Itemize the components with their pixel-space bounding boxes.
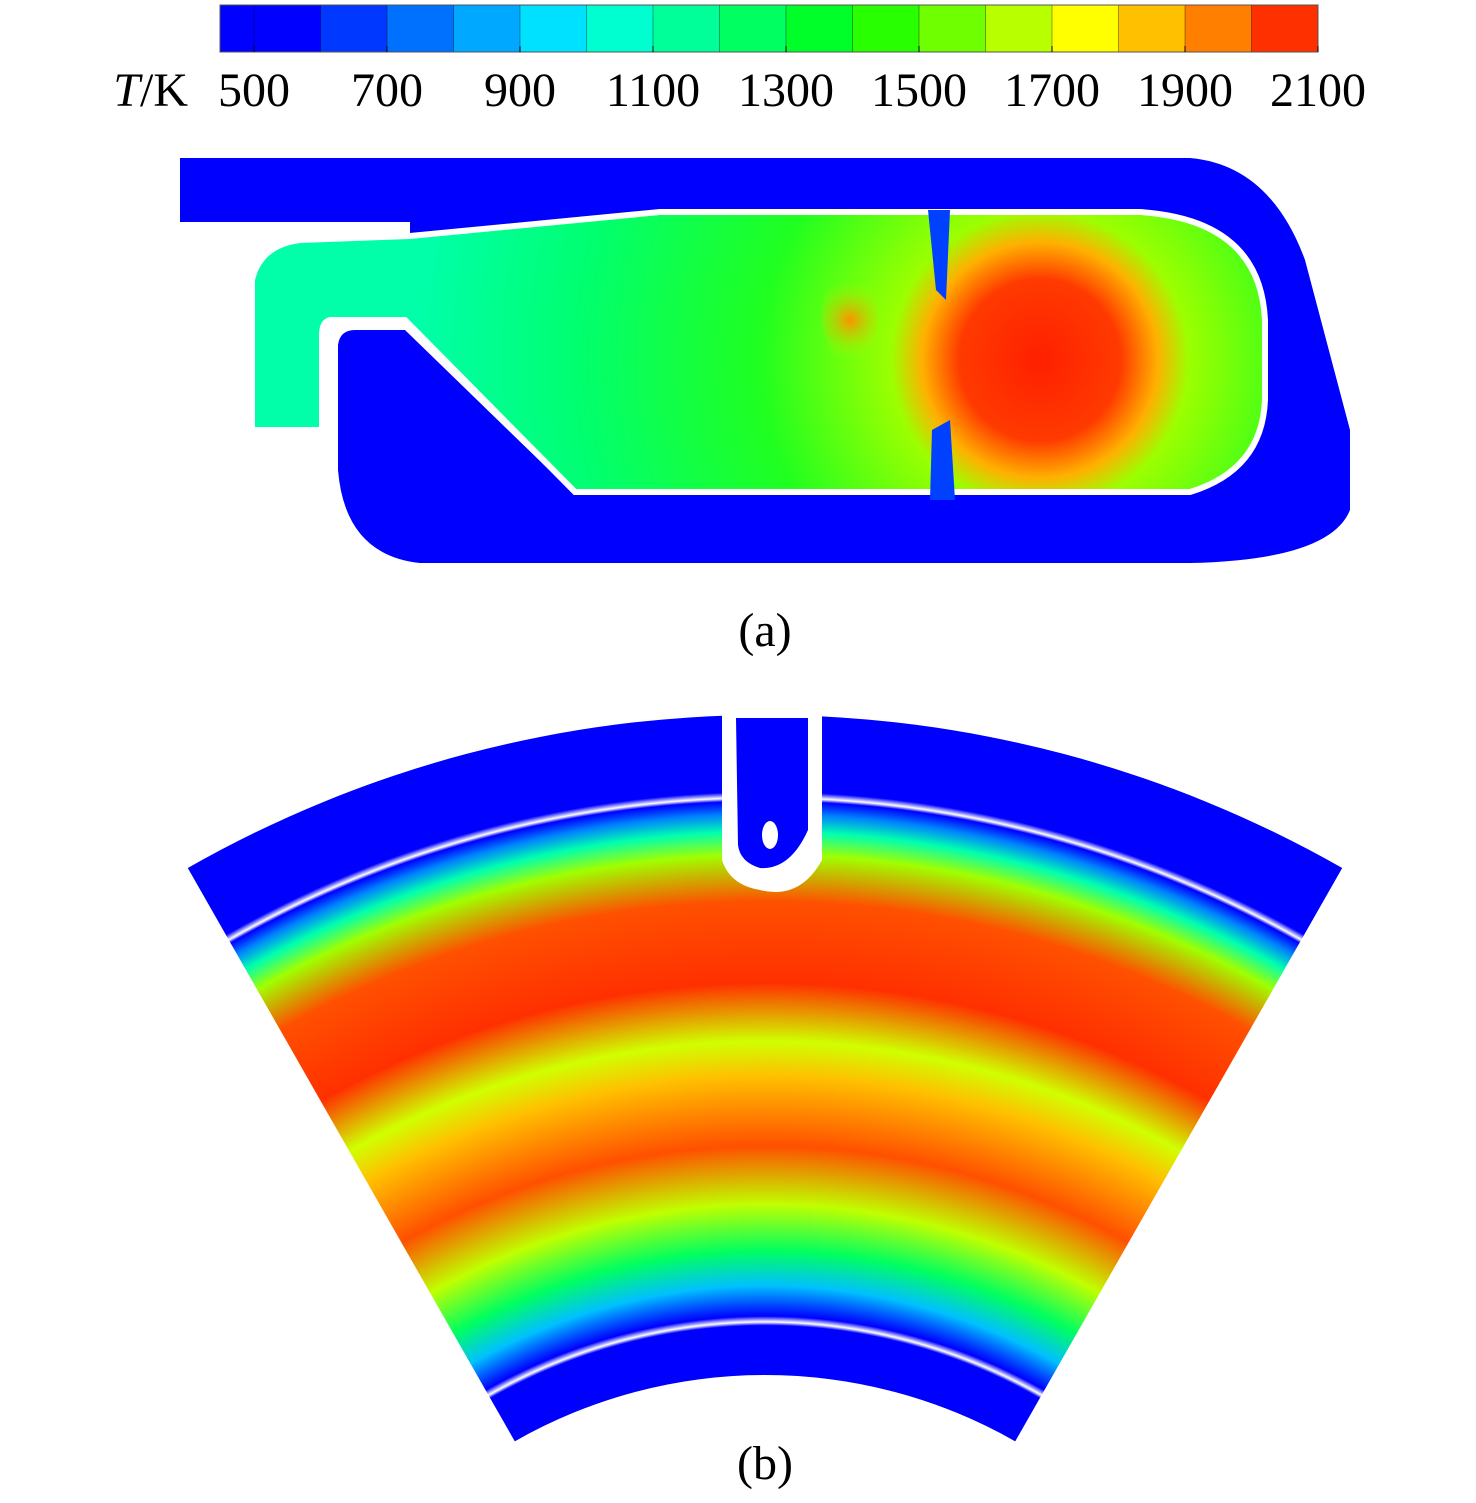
colorbar-tick-label: 1100 [606, 64, 700, 117]
label-unit: /K [140, 64, 188, 117]
colorbar-band [586, 5, 654, 52]
colorbar-tick-label: 1500 [871, 64, 967, 117]
colorbar-band [1118, 5, 1186, 52]
colorbar-band [220, 5, 254, 52]
colorbar-band [1251, 5, 1319, 52]
colorbar-tick-label: 500 [218, 64, 290, 117]
injector [736, 718, 808, 869]
colorbar-tick-label: 700 [351, 64, 423, 117]
colorbar-band [653, 5, 720, 52]
colorbar-band [1185, 5, 1252, 52]
colorbar-band [786, 5, 853, 52]
hot-spot [822, 265, 878, 365]
colorbar-frame [219, 4, 1319, 53]
colorbar-tick-label: 1900 [1137, 64, 1233, 117]
colorbar-band [719, 5, 787, 52]
panel-label: (a) [738, 604, 791, 657]
panel-label: (b) [737, 1437, 793, 1490]
label-symbol: T [113, 64, 143, 117]
colorbar-tick-label: 2100 [1270, 64, 1366, 117]
colorbar-label: T/K [113, 64, 188, 117]
panel-b: (b) [187, 715, 1343, 1490]
colorbar-tick-label: 1700 [1004, 64, 1100, 117]
colorbar-band [919, 5, 986, 52]
flame-region [249, 209, 1268, 495]
colorbar-tick-label: 1300 [738, 64, 834, 117]
colorbar-band [320, 5, 388, 52]
colorbar-band [852, 5, 920, 52]
colorbar: 500 700 900 1100 1300 1500 1700 1900 2100 [218, 4, 1366, 117]
colorbar-band [254, 5, 321, 52]
dilution-jet [928, 210, 955, 500]
colorbar-band [453, 5, 521, 52]
colorbar-band [985, 5, 1053, 52]
colorbar-tick-label: 900 [484, 64, 556, 117]
injector-hole [762, 821, 778, 849]
annulus-sector [187, 715, 1343, 1442]
colorbar-band [1052, 5, 1119, 52]
colorbar-band [520, 5, 587, 52]
colorbar-band [387, 5, 454, 52]
panel-a: (a) [180, 158, 1350, 657]
